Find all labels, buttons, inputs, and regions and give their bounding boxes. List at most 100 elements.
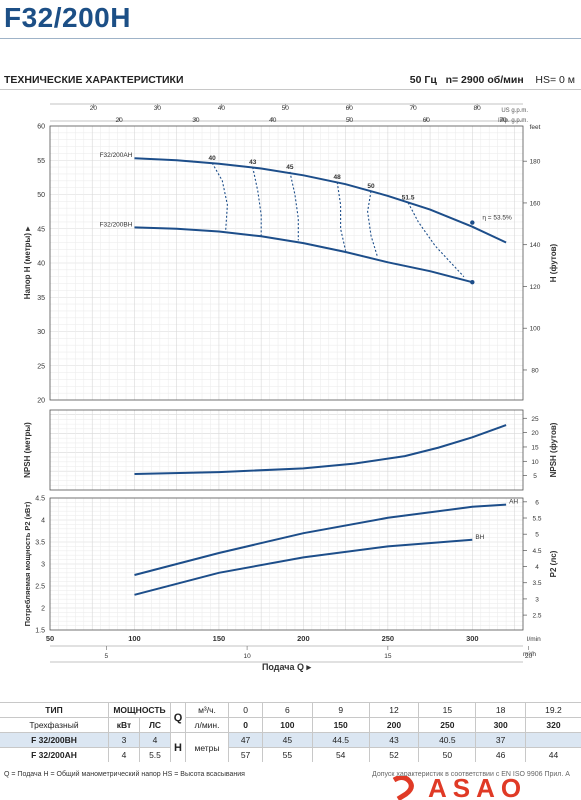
efficiency-line bbox=[252, 166, 262, 236]
npsh-frame bbox=[49, 409, 524, 491]
best-efficiency-point bbox=[470, 220, 475, 225]
top-axis-us-tick-label: 60 bbox=[346, 105, 354, 112]
logo-text: ASAO bbox=[428, 776, 527, 800]
power-ytick-right-label: 5.5 bbox=[532, 516, 541, 523]
head-curve bbox=[134, 157, 507, 244]
h-cell: 54 bbox=[311, 747, 370, 762]
power-ytick-right-label: 4.5 bbox=[532, 548, 541, 555]
top-axis-us-label: US g.p.m. bbox=[501, 108, 528, 114]
top-axis-us-tick-label: 80 bbox=[473, 105, 481, 112]
head-ytick-label: 40 bbox=[37, 261, 45, 268]
npsh-ytick-right-label: 25 bbox=[531, 416, 539, 423]
row-kw: 4 bbox=[108, 747, 140, 762]
head-ytick-right-label: 100 bbox=[530, 326, 541, 333]
head-ytick-label: 25 bbox=[37, 363, 45, 370]
npsh-curve bbox=[134, 424, 507, 475]
head-series-label: F32/200BH bbox=[100, 221, 133, 228]
power-ytick-label: 2.5 bbox=[35, 584, 45, 591]
q-m3h-cell: 12 bbox=[368, 702, 419, 718]
h-cell: 50 bbox=[418, 747, 476, 762]
title-divider bbox=[0, 38, 581, 39]
q-lmin-cell: 100 bbox=[262, 717, 313, 733]
power-series-label: AH bbox=[509, 499, 518, 506]
q-lmin-cell: 200 bbox=[368, 717, 419, 733]
row-hp: 4 bbox=[139, 732, 171, 748]
head-y-axis-right-title: H (футов) bbox=[549, 243, 558, 282]
head-ytick-right-label: 120 bbox=[530, 284, 541, 291]
spec-bar: ТЕХНИЧЕСКИЕ ХАРАКТЕРИСТИКИ 50 Гц n= 2900… bbox=[0, 71, 581, 90]
efficiency-label: 48 bbox=[334, 174, 342, 181]
frequency: 50 Гц bbox=[409, 74, 437, 86]
top-axis-imp-tick-label: 20 bbox=[116, 117, 124, 124]
head-ytick-label: 35 bbox=[37, 295, 45, 302]
asao-logo: ASAO bbox=[392, 776, 527, 800]
h-cell: 57 bbox=[227, 747, 263, 762]
power-frame bbox=[49, 497, 524, 631]
power-ytick-label: 3 bbox=[41, 562, 45, 569]
power-curve bbox=[134, 538, 473, 596]
top-axis-us-tick-label: 40 bbox=[218, 105, 226, 112]
q-m3h-cell: 19.2 bbox=[524, 702, 581, 718]
efficiency-line bbox=[289, 171, 299, 241]
performance-table: ТИП МОЩНОСТЬ Q м³/ч. 0 6 9 12 15 18 19.2… bbox=[0, 702, 581, 762]
sub-hp: ЛС bbox=[139, 717, 171, 733]
m3h-tick-label: 20 bbox=[525, 653, 533, 660]
top-axis-imp-label: Imp. g.p.m. bbox=[498, 118, 528, 124]
row-type: F 32/200AH bbox=[0, 747, 109, 762]
power-ytick-label: 3.5 bbox=[35, 540, 45, 547]
h-unit: метры bbox=[185, 732, 229, 762]
power-curve bbox=[134, 503, 507, 576]
head-ytick-right-label: 140 bbox=[530, 242, 541, 249]
efficiency-label: 40 bbox=[209, 155, 217, 162]
x-tick-label: 150 bbox=[213, 634, 226, 643]
h-cell: 40.5 bbox=[418, 732, 476, 748]
head-right-unit: feet bbox=[530, 124, 541, 131]
sub-kw: кВт bbox=[108, 717, 140, 733]
npsh-ytick-right-label: 20 bbox=[531, 430, 539, 437]
efficiency-label: 43 bbox=[249, 159, 257, 166]
efficiency-label: 51.5 bbox=[402, 195, 415, 202]
q-m3h-cell: 9 bbox=[311, 702, 370, 718]
h-cell: 37 bbox=[475, 732, 526, 748]
q-m3h-cell: 15 bbox=[418, 702, 476, 718]
logo-mark-icon bbox=[392, 776, 414, 800]
h-label: H bbox=[170, 732, 186, 762]
footer-tolerance: Допуск характеристик в соответствии с EN… bbox=[372, 771, 570, 778]
top-axis-us-tick-label: 20 bbox=[90, 105, 98, 112]
q-m3h-cell: 0 bbox=[227, 702, 263, 718]
efficiency-line bbox=[211, 162, 228, 231]
q-lmin-cell: 320 bbox=[524, 717, 581, 733]
power-ytick-right-label: 5 bbox=[535, 532, 539, 539]
h-cell: 44 bbox=[524, 747, 581, 762]
efficiency-line bbox=[367, 191, 379, 258]
efficiency-line bbox=[407, 202, 465, 278]
power-y-axis-right-title: P2 (лс) bbox=[549, 550, 558, 577]
head-curve bbox=[134, 226, 473, 284]
power-ytick-right-label: 4 bbox=[535, 564, 539, 571]
row-kw: 3 bbox=[108, 732, 140, 748]
h-cell: 52 bbox=[368, 747, 419, 762]
h-cell: 47 bbox=[227, 732, 263, 748]
m3h-tick-label: 5 bbox=[104, 653, 108, 660]
npsh-ytick-right-label: 15 bbox=[531, 444, 539, 451]
row-hp: 5.5 bbox=[139, 747, 171, 762]
x-tick-label: 100 bbox=[128, 634, 141, 643]
m3h-tick-label: 10 bbox=[243, 653, 251, 660]
best-efficiency-label: η = 53.5% bbox=[482, 215, 512, 222]
x-tick-label: 200 bbox=[297, 634, 310, 643]
q-label: Q bbox=[170, 702, 186, 733]
npsh-ytick-right-label: 5 bbox=[533, 473, 537, 480]
power-y-axis-title: Потребляемая мощность P2 (кВт) bbox=[23, 501, 32, 626]
head-frame bbox=[49, 125, 524, 401]
head-ytick-label: 55 bbox=[37, 158, 45, 165]
x-unit-label: l/min bbox=[527, 636, 541, 643]
power-ytick-label: 4.5 bbox=[35, 496, 45, 503]
x-tick-label: 50 bbox=[46, 634, 54, 643]
head-ytick-label: 60 bbox=[37, 124, 45, 131]
x-tick-label: 300 bbox=[466, 634, 479, 643]
power-ytick-right-label: 3 bbox=[535, 596, 539, 603]
npsh-y-axis-right-title: NPSH (футов) bbox=[549, 422, 558, 477]
npsh-y-axis-title: NPSH (метры) bbox=[23, 422, 32, 478]
h-cell: 45 bbox=[262, 732, 313, 748]
